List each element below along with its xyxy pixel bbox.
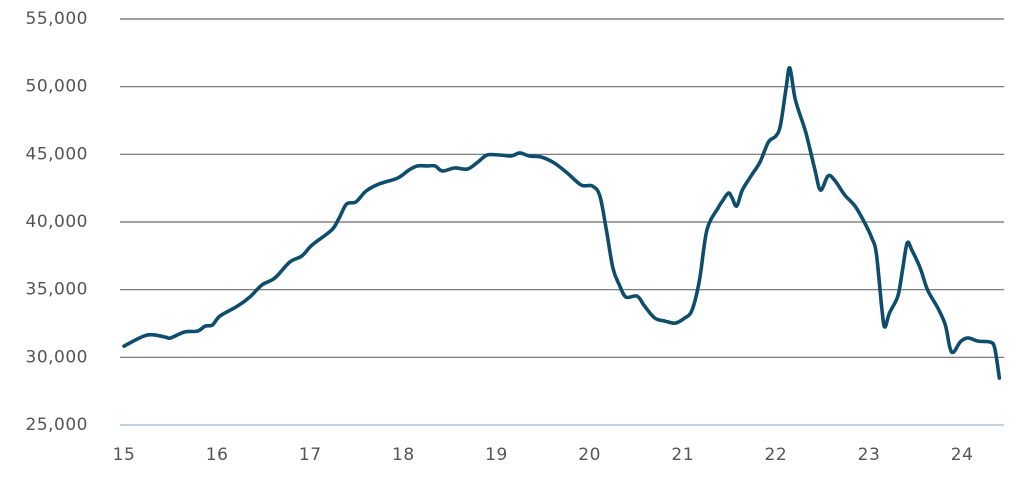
y-tick-label: 35,000 <box>26 280 88 300</box>
y-tick-label: 45,000 <box>26 144 88 164</box>
x-tick-label: 18 <box>392 445 415 465</box>
x-tick-label: 19 <box>485 445 508 465</box>
x-tick-label: 21 <box>671 445 694 465</box>
y-tick-label: 30,000 <box>26 347 88 367</box>
line <box>122 66 1002 380</box>
x-tick-label: 23 <box>858 445 881 465</box>
x-tick-label: 22 <box>765 445 788 465</box>
x-tick-label: 16 <box>206 445 229 465</box>
x-tick-label: 20 <box>578 445 601 465</box>
x-tick-label: 24 <box>951 445 974 465</box>
x-tick-label: 17 <box>299 445 322 465</box>
y-tick-label: 40,000 <box>26 212 88 232</box>
y-tick-label: 50,000 <box>26 77 88 97</box>
y-tick-label: 55,000 <box>26 9 88 29</box>
y-tick-label: 25,000 <box>26 415 88 435</box>
x-tick-label: 15 <box>113 445 136 465</box>
